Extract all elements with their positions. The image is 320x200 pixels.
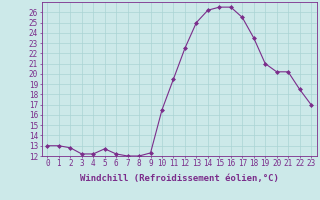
X-axis label: Windchill (Refroidissement éolien,°C): Windchill (Refroidissement éolien,°C) (80, 174, 279, 183)
